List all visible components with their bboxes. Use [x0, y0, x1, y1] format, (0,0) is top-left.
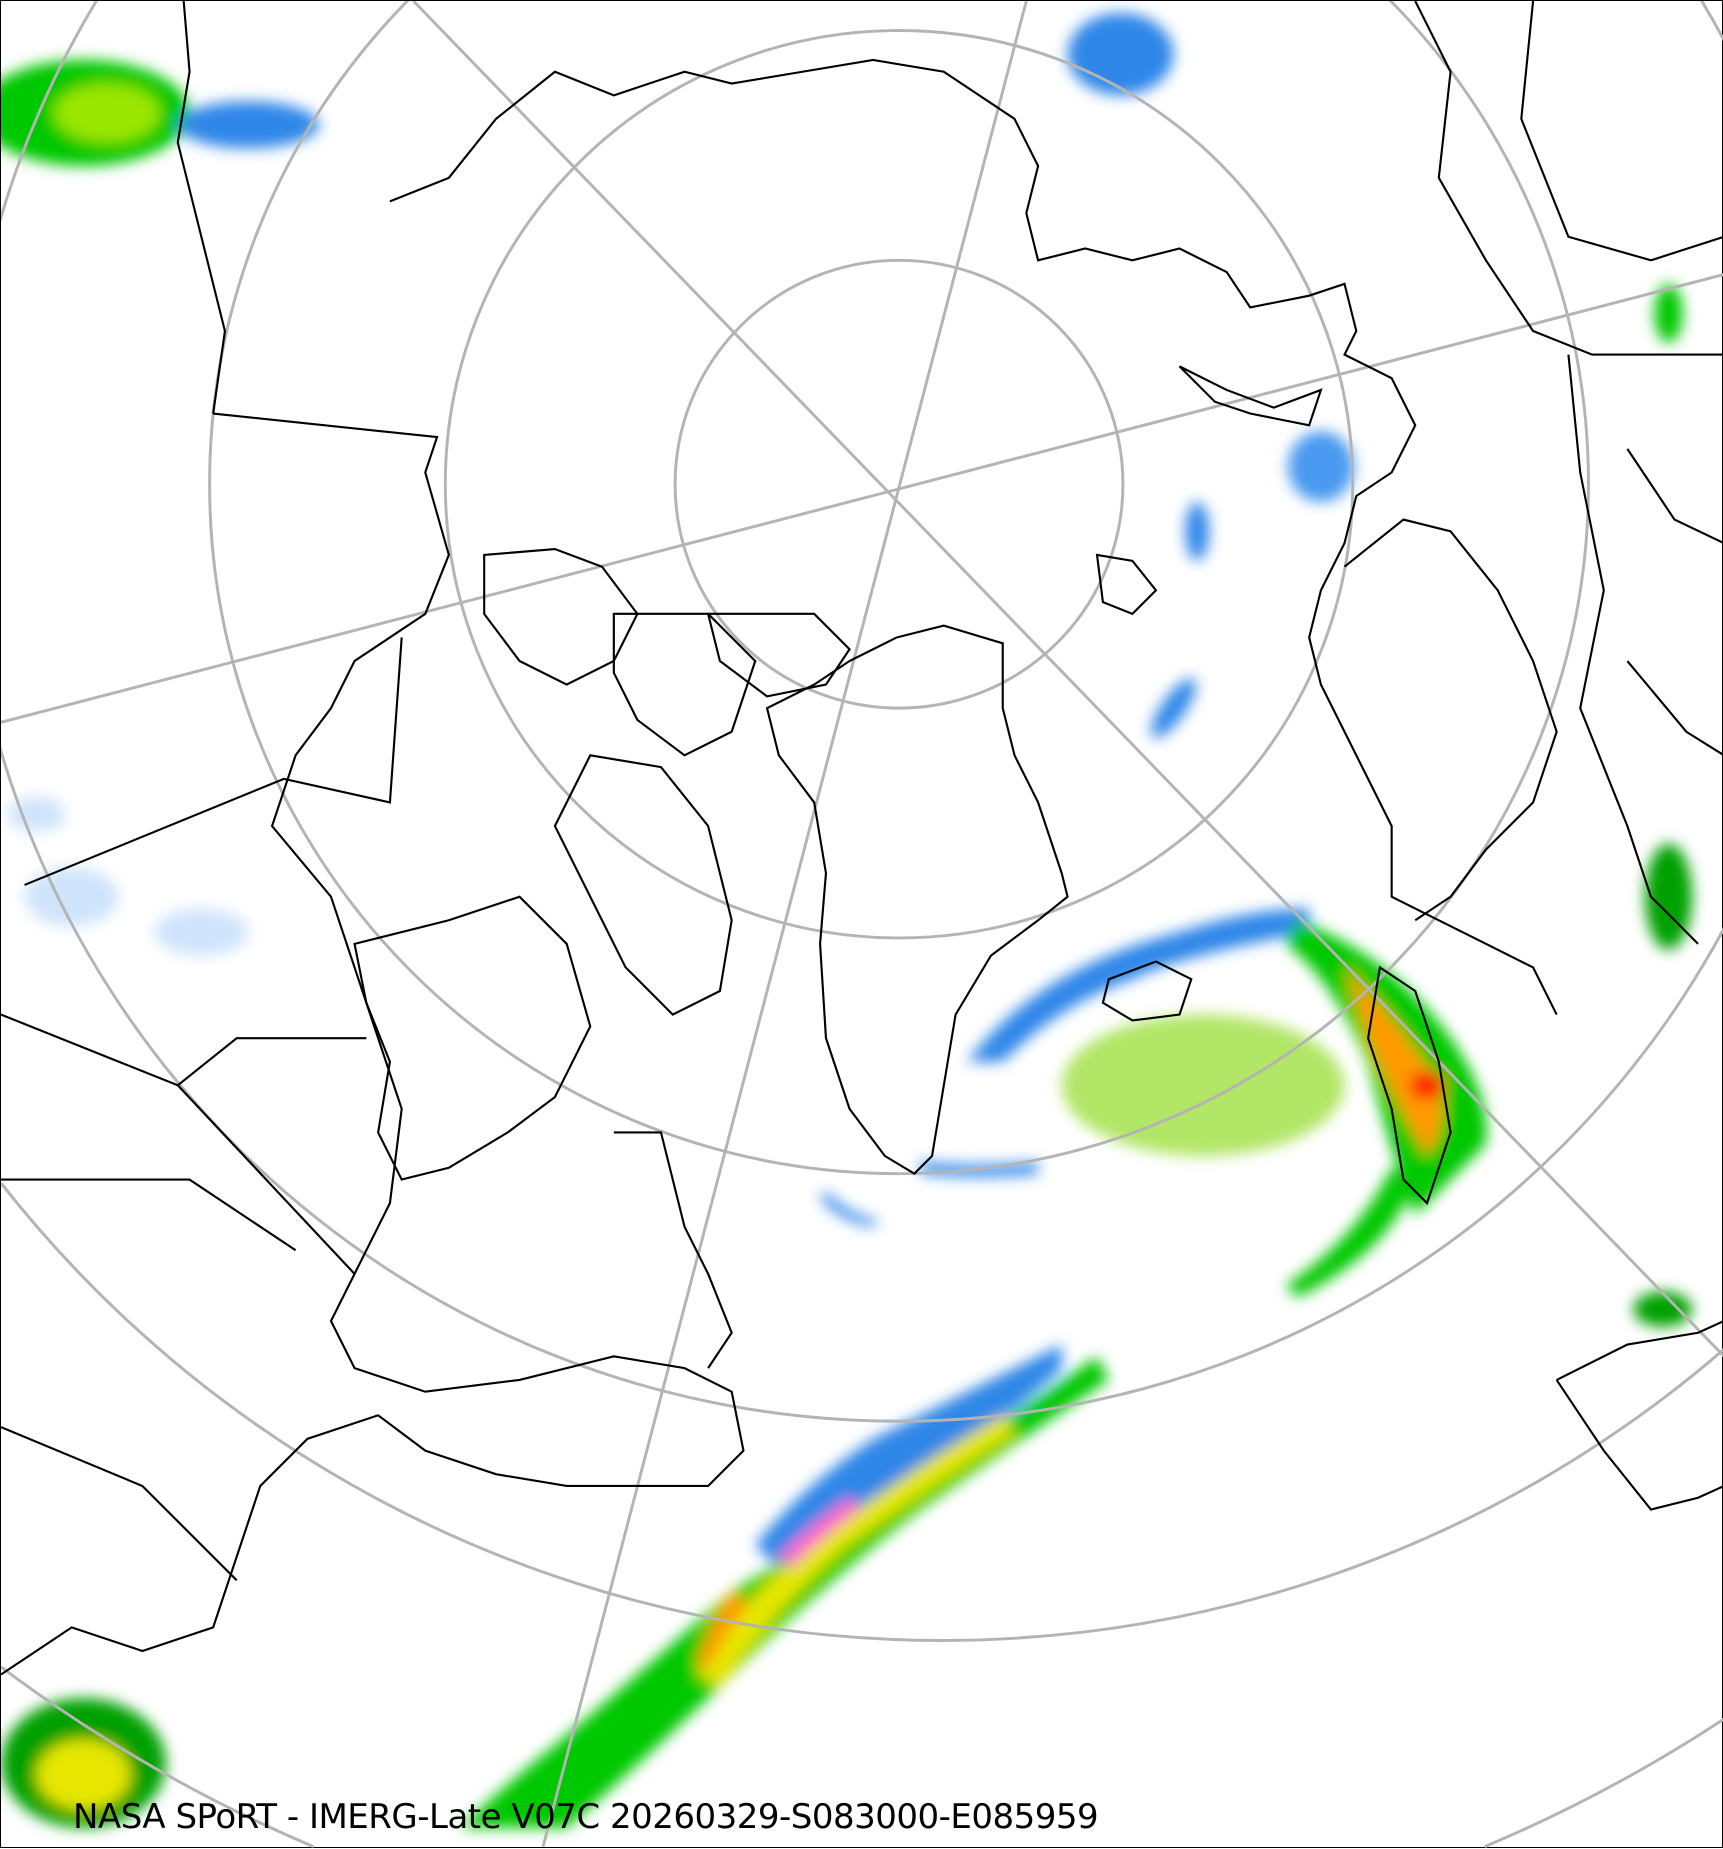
coastlines [1, 1, 1723, 1676]
map-caption: NASA SPoRT - IMERG-Late V07C 20260329-S0… [73, 1797, 1099, 1837]
